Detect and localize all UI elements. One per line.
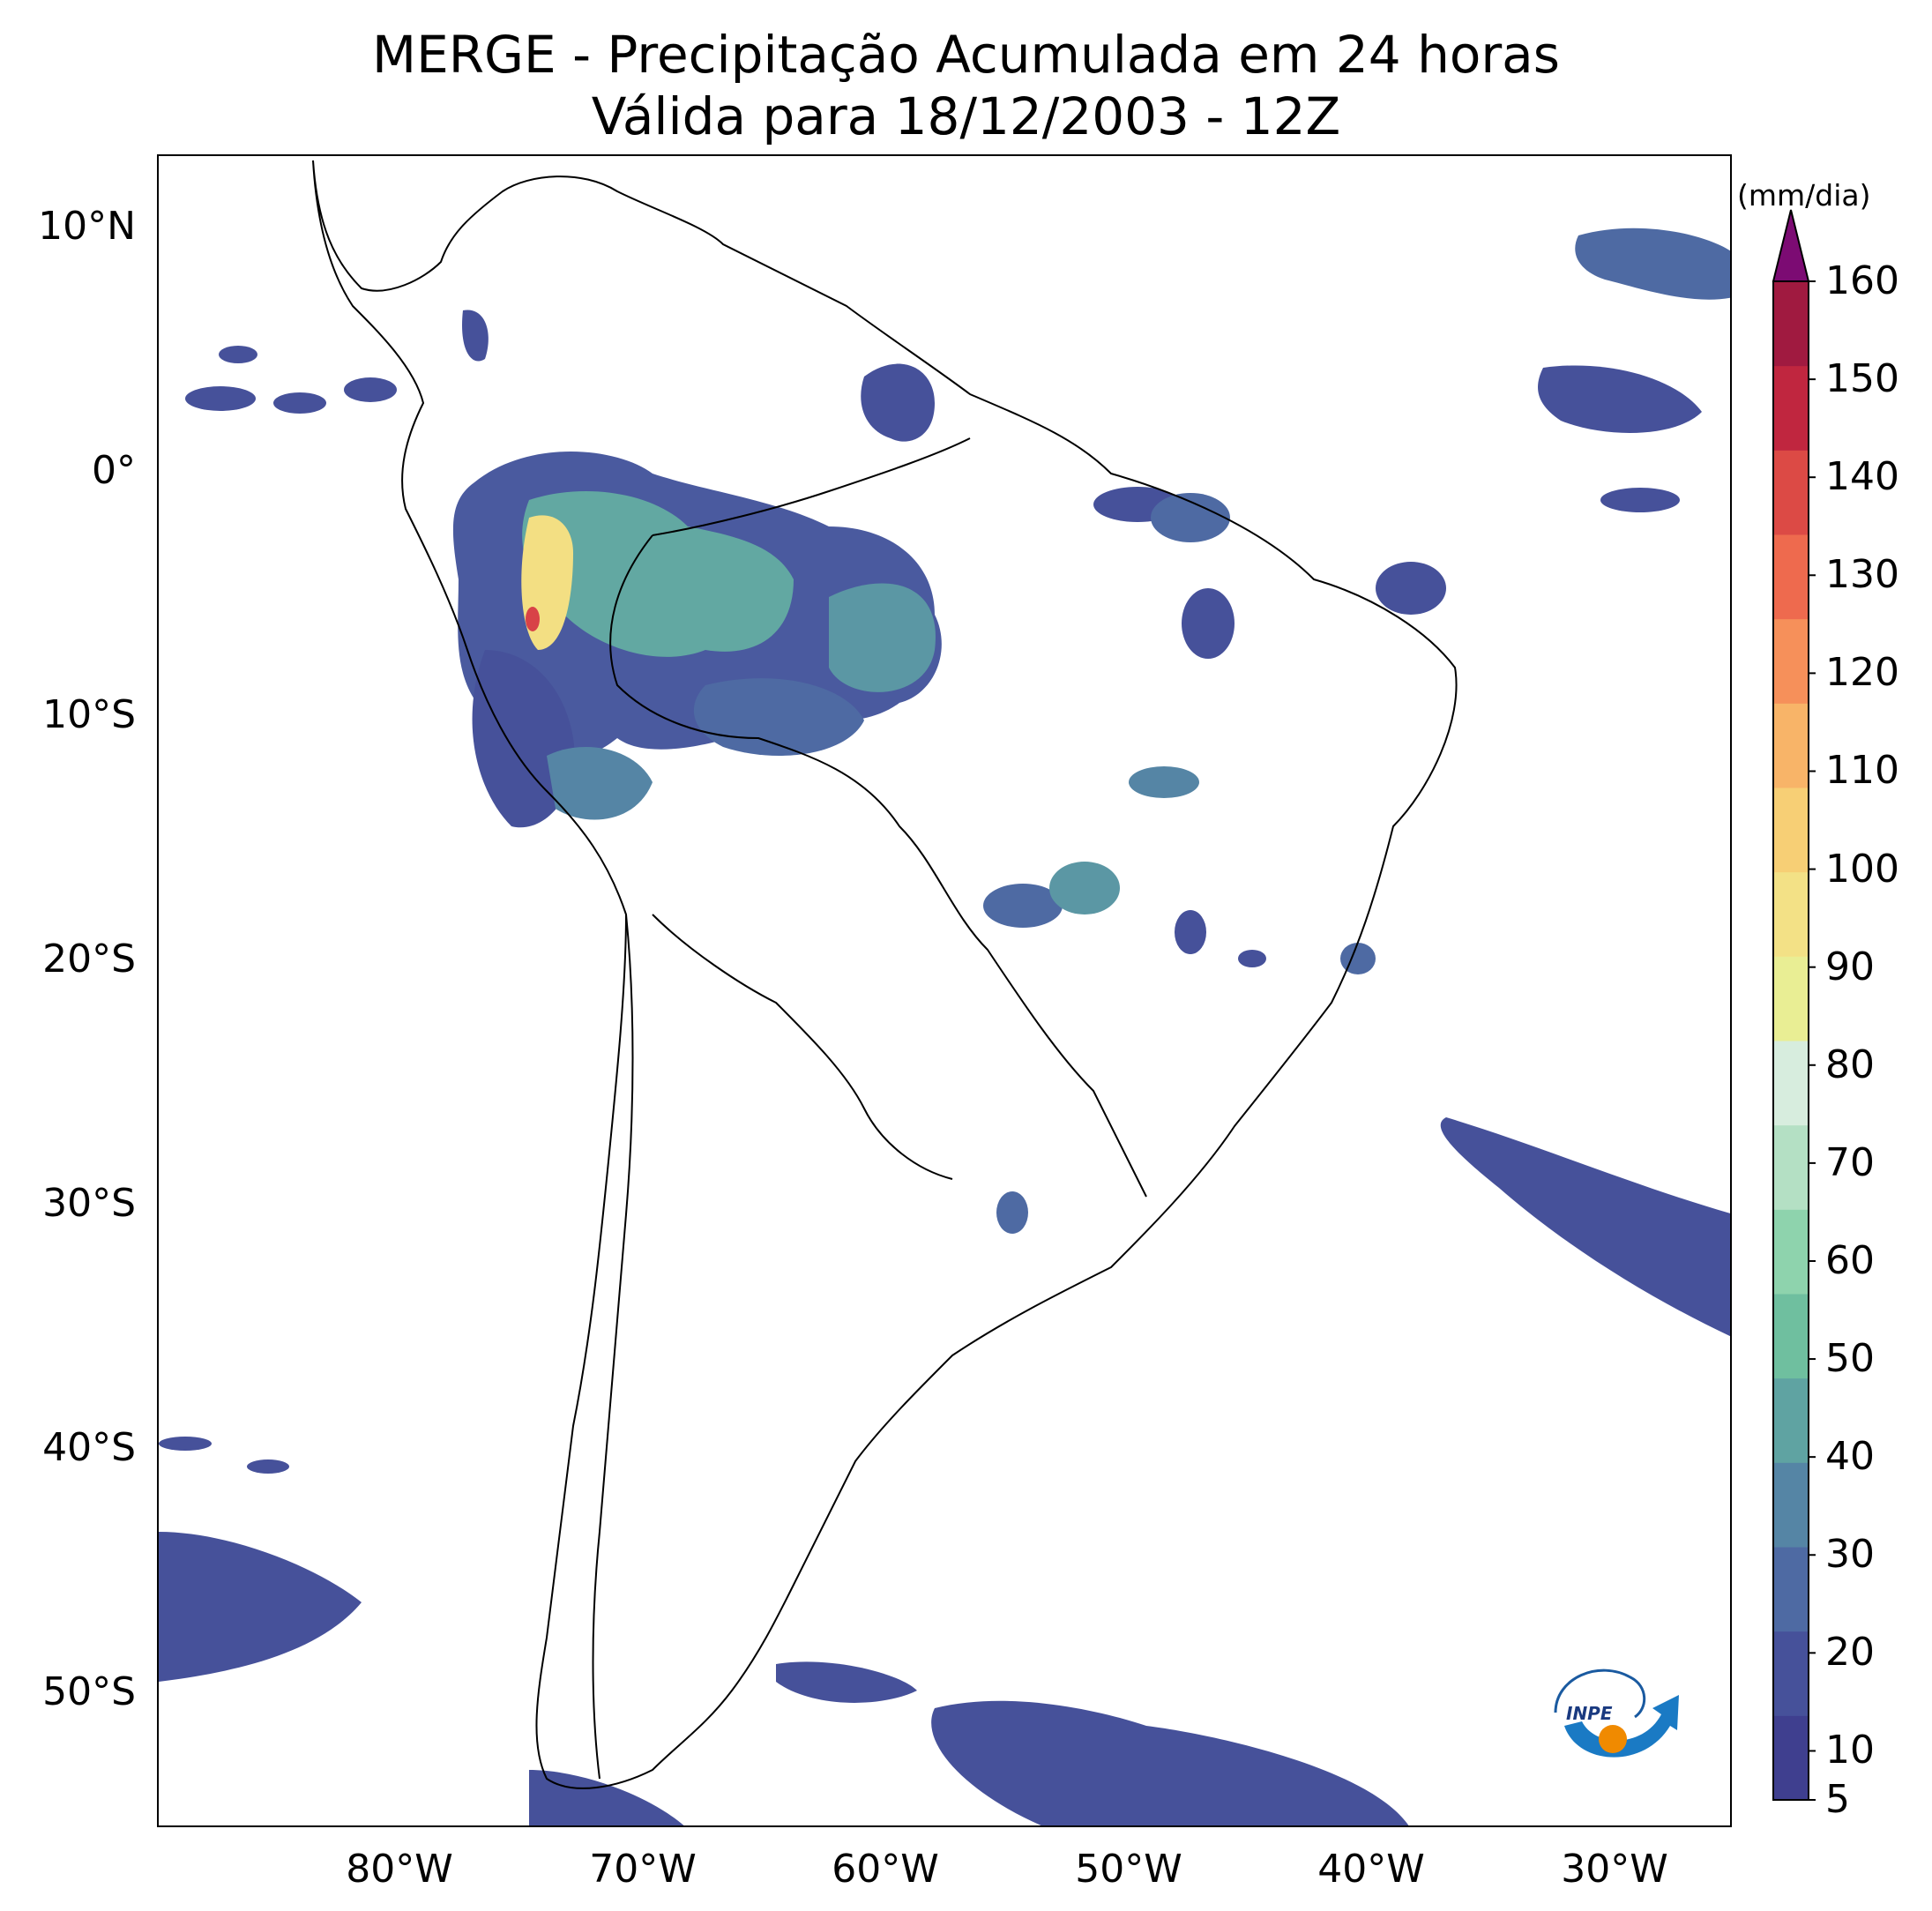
colorbar-tick-label: 60 bbox=[1825, 1237, 1875, 1283]
map-title-line1: MERGE - Precipitação Acumulada em 24 hor… bbox=[372, 25, 1560, 85]
colorbar-tick-label: 70 bbox=[1825, 1139, 1875, 1185]
colorbar-segment bbox=[1773, 956, 1809, 1041]
precip-es bbox=[1340, 943, 1376, 974]
lat-label-10n: 10°N bbox=[38, 204, 136, 249]
colorbar-segment bbox=[1773, 618, 1809, 704]
precip-guyana bbox=[861, 363, 935, 442]
colorbar-tick-label: 20 bbox=[1825, 1630, 1875, 1676]
colorbar-tick-label: 30 bbox=[1825, 1532, 1875, 1578]
colorbar-segment bbox=[1773, 1294, 1809, 1379]
lat-label-40s: 40°S bbox=[42, 1425, 136, 1470]
colorbar-segment bbox=[1773, 1547, 1809, 1632]
precip-central-1 bbox=[983, 884, 1063, 928]
colorbar-tick-label: 160 bbox=[1825, 258, 1899, 303]
precip-ne-4 bbox=[1182, 588, 1235, 659]
colorbar-tick-label: 110 bbox=[1825, 748, 1899, 794]
lat-label-50s: 50°S bbox=[42, 1669, 136, 1714]
precip-amazon-core bbox=[522, 491, 794, 657]
colorbar-border bbox=[1772, 280, 1809, 1801]
precip-south bbox=[996, 1191, 1028, 1234]
precip-atlantic-n3 bbox=[1600, 488, 1680, 512]
colorbar-segment bbox=[1773, 1209, 1809, 1295]
colorbar-units: (mm/dia) bbox=[1737, 178, 1871, 213]
lon-label-50w: 50°W bbox=[1075, 1847, 1182, 1892]
colorbar-tick-label: 140 bbox=[1825, 454, 1899, 500]
colorbar-tick-label: 90 bbox=[1825, 944, 1875, 989]
precip-mg bbox=[1238, 950, 1266, 967]
precip-atlantic-n2 bbox=[1538, 365, 1702, 433]
precip-pacific-4 bbox=[219, 346, 257, 363]
colorbar-tick-label: 50 bbox=[1825, 1336, 1875, 1382]
lon-label-40w: 40°W bbox=[1317, 1847, 1425, 1892]
precip-south-atlantic bbox=[931, 1700, 1409, 1825]
lon-label-30w: 30°W bbox=[1561, 1847, 1668, 1892]
colorbar-segment bbox=[1773, 281, 1809, 367]
lon-label-60w: 60°W bbox=[832, 1847, 939, 1892]
colorbar-segment bbox=[1773, 1715, 1809, 1801]
lat-label-10s: 10°S bbox=[42, 692, 136, 737]
precip-south-pacific bbox=[159, 1532, 362, 1682]
precip-tierra bbox=[529, 1770, 684, 1825]
colorbar-segment bbox=[1773, 1124, 1809, 1210]
precip-pacific-1 bbox=[185, 386, 256, 411]
lon-label-80w: 80°W bbox=[346, 1847, 453, 1892]
colorbar-tick-label: 100 bbox=[1825, 846, 1899, 892]
colorbar-extend-arrow bbox=[1772, 209, 1810, 282]
colorbar-segment bbox=[1773, 1462, 1809, 1548]
map-title-line2: Válida para 18/12/2003 - 12Z bbox=[591, 86, 1341, 146]
inpe-logo-text: INPE bbox=[1566, 1703, 1613, 1724]
precip-peru-2 bbox=[547, 747, 653, 820]
precipitation-areas bbox=[159, 228, 1730, 1825]
precip-ne-3 bbox=[1376, 562, 1446, 615]
colorbar-segment bbox=[1773, 1041, 1809, 1126]
lon-label-70w: 70°W bbox=[589, 1847, 697, 1892]
colorbar-segment bbox=[1773, 450, 1809, 535]
colorbar-segment bbox=[1773, 534, 1809, 620]
precip-central-2 bbox=[1049, 862, 1120, 914]
brazil-border bbox=[609, 437, 1147, 1198]
colorbar-segment bbox=[1773, 871, 1809, 957]
colorbar-tick-label: 130 bbox=[1825, 552, 1899, 598]
precip-amazon-peak-red bbox=[526, 607, 540, 631]
colorbar-segment bbox=[1773, 788, 1809, 873]
precip-south-pacific-2 bbox=[159, 1437, 212, 1451]
precipitation-map bbox=[157, 154, 1732, 1827]
colorbar-segment bbox=[1773, 1377, 1809, 1463]
precip-ne-2 bbox=[1151, 493, 1230, 542]
precip-amazon-east bbox=[829, 583, 936, 692]
colorbar-tick-label: 120 bbox=[1825, 650, 1899, 696]
lat-label-20s: 20°S bbox=[42, 937, 136, 982]
inpe-logo: INPE bbox=[1554, 1668, 1679, 1758]
precip-central-4 bbox=[1175, 910, 1206, 954]
precip-peru bbox=[472, 650, 575, 828]
precip-south-atlantic-2 bbox=[776, 1661, 917, 1703]
colorbar-tick-label: 40 bbox=[1825, 1434, 1875, 1480]
precip-central-3 bbox=[1129, 766, 1199, 798]
coastlines bbox=[312, 160, 1458, 1789]
map-canvas bbox=[159, 160, 1730, 1825]
south-america-coast bbox=[312, 160, 1458, 1789]
chile-border bbox=[592, 914, 634, 1780]
precip-atlantic-s bbox=[1440, 1117, 1730, 1337]
argentina-border bbox=[652, 914, 953, 1180]
colorbar-tick-label: 5 bbox=[1825, 1777, 1850, 1822]
precip-south-pacific-3 bbox=[247, 1459, 289, 1474]
precip-colombia bbox=[462, 310, 489, 362]
colorbar-segment bbox=[1773, 1631, 1809, 1716]
colorbar-tick-label: 10 bbox=[1825, 1728, 1875, 1773]
precip-pacific-3 bbox=[344, 377, 397, 402]
colorbar-segment bbox=[1773, 365, 1809, 451]
lat-label-30s: 30°S bbox=[42, 1181, 136, 1226]
colorbar bbox=[1772, 209, 1816, 1801]
precip-atlantic-n1 bbox=[1575, 228, 1730, 300]
colorbar-tick-label: 150 bbox=[1825, 356, 1899, 402]
lat-label-0: 0° bbox=[92, 448, 136, 493]
colorbar-segment bbox=[1773, 703, 1809, 788]
precip-pacific-2 bbox=[273, 392, 326, 414]
colorbar-tick-label: 80 bbox=[1825, 1041, 1875, 1087]
